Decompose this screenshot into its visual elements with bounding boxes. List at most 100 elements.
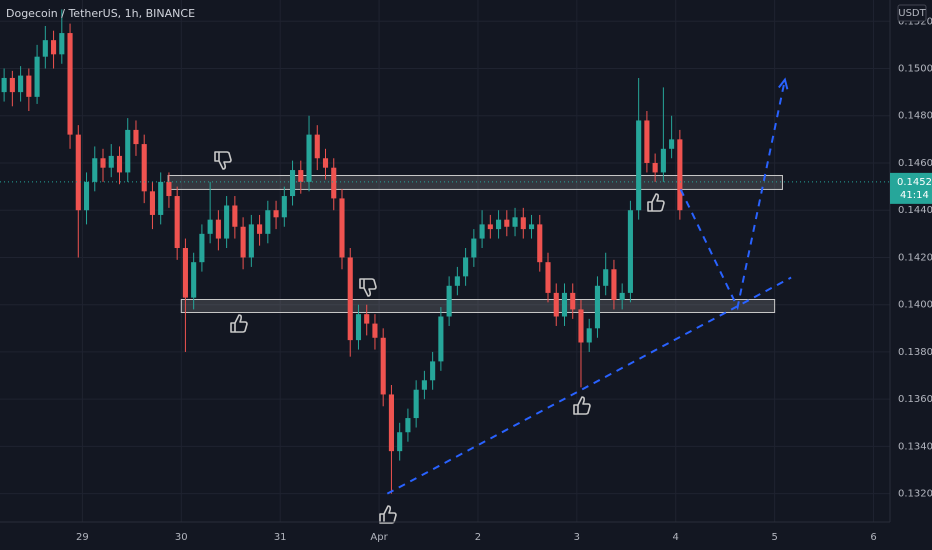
y-tick-label: 0.1420 [898,252,932,263]
candle-body [289,170,296,197]
candles [1,9,683,494]
candle-body [331,167,337,199]
candle-body [496,219,502,230]
x-tick-label: 3 [574,532,580,543]
candle-body [298,170,304,182]
candle-body [273,210,279,218]
candle-body [603,269,609,286]
candle-body [92,158,98,182]
candle-body [520,217,526,230]
candle-body [347,257,353,341]
last-price-box [890,172,932,204]
candle-body [34,56,40,97]
axes: 0.1320 0.1340 0.1360 0.1380 0.1400 0.1420 0.14… [76,16,932,543]
candle-body [446,285,452,317]
candle-body [388,394,394,452]
candle-body [248,224,254,258]
candle-body [405,418,411,433]
candle-body [133,129,139,145]
candle-body [339,198,345,258]
candle-body [9,77,15,93]
x-tick-label: 30 [175,532,188,543]
candle-body [463,257,469,277]
candle-body [59,33,65,55]
candle-body [454,276,460,286]
candle-body [364,314,370,324]
candle-body [83,181,90,211]
y-tick-label: 0.1380 [898,347,932,358]
candle-body [471,238,477,258]
candle-body [232,205,238,227]
candle-body [512,217,518,227]
candle-body [51,40,57,55]
candle-body [652,162,658,173]
x-tick-label: 29 [76,532,89,543]
y-tick-label: 0.1480 [898,111,932,122]
candle-body [306,134,312,182]
candle-body [149,191,156,215]
candle-body [669,139,675,149]
candle-body [1,77,7,93]
y-tick-label: 0.1500 [898,63,932,74]
drawings [0,77,890,495]
candle-body [627,210,633,293]
candle-body [125,129,131,173]
candle-body [380,337,386,395]
candle-body [594,285,601,329]
grid [0,0,890,522]
candle-body [26,75,32,97]
candle-body [504,219,510,227]
candle-body [116,155,123,173]
candle-body [438,316,444,362]
y-tick-label: 0.1460 [898,158,932,169]
candle-body [545,262,551,293]
candle-body [479,224,485,239]
y-tick-label: 0.1440 [898,205,932,216]
y-tick-label: 0.1360 [898,394,932,405]
candle-body [141,144,147,192]
candle-body [322,158,329,168]
candle-body [677,139,683,211]
candle-body [553,292,559,317]
candle-body [660,148,666,173]
candle-body [100,158,106,168]
y-tick-label: 0.1320 [898,489,932,500]
candle-body [644,120,650,163]
candle-body [158,181,164,215]
candle-body [537,224,543,263]
trendline [386,276,792,495]
candle-body [174,196,180,249]
last-price-label: 0.1452 [897,177,932,188]
countdown-label: 41:14 [900,190,929,201]
candle-body [182,248,188,298]
candle-body [528,224,535,230]
candle-body [397,432,403,452]
candle-body [67,33,73,135]
x-tick-label: 31 [274,532,287,543]
projection-arrowhead [778,77,789,90]
candle-body [578,309,584,343]
candle-body [561,292,568,317]
currency-box[interactable] [897,4,927,22]
candle-body [355,314,362,341]
candle-body [570,292,576,310]
support-resistance-zone [167,174,783,190]
candle-body [240,226,246,258]
candle-body [265,210,271,234]
x-tick-label: 4 [673,532,679,543]
support-resistance-zone [180,299,776,313]
candle-body [636,120,642,211]
candle-body [372,323,378,338]
candle-body [314,134,320,159]
candle-body [224,205,230,239]
candle-body [108,155,114,168]
candle-body [42,40,48,57]
candle-body [166,181,172,197]
candle-body [586,328,592,343]
y-tick-label: 0.1400 [898,300,932,311]
candle-body [18,75,24,93]
candle-body [619,292,625,300]
candle-body [413,389,419,419]
